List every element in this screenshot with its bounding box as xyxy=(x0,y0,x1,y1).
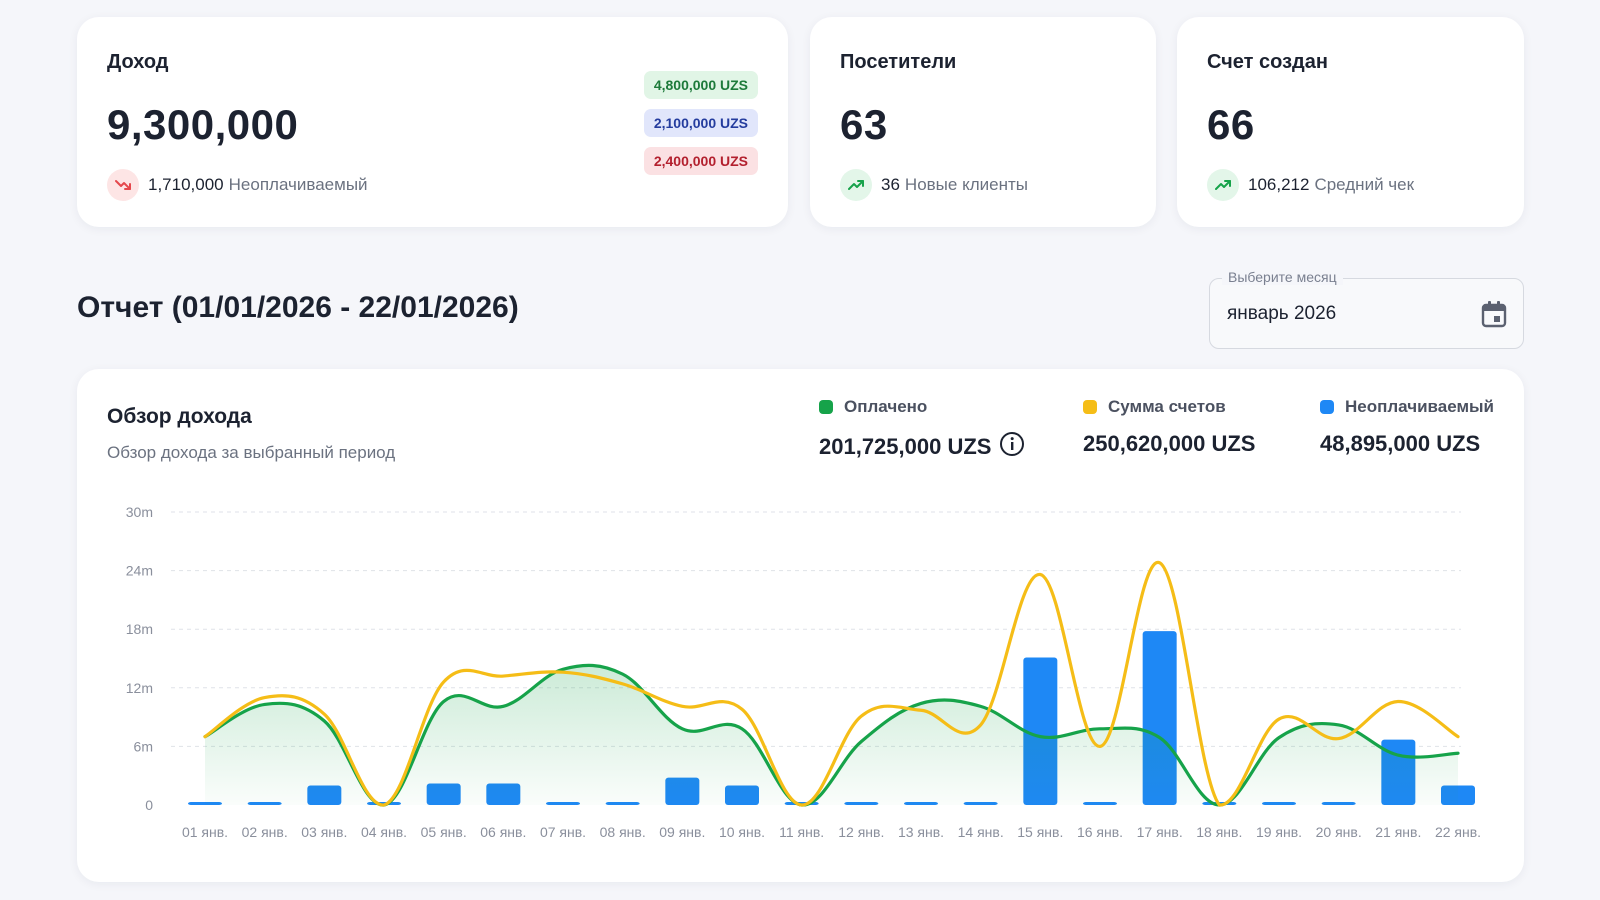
income-card-value: 9,300,000 xyxy=(107,101,299,148)
legend-paid: Оплачено 201,725,000 UZS xyxy=(819,397,1025,463)
x-tick-label: 15 янв. xyxy=(1017,824,1063,840)
legend-paid-value: 201,725,000 UZS xyxy=(819,434,992,459)
x-tick-label: 19 янв. xyxy=(1256,824,1302,840)
legend-paid-swatch xyxy=(819,400,833,414)
x-tick-label: 10 янв. xyxy=(719,824,765,840)
line-invoices xyxy=(203,561,1460,807)
income-unpaid-amount: 1,710,000 xyxy=(148,175,224,194)
new-clients-count: 36 xyxy=(881,175,900,194)
average-check-amount: 106,212 xyxy=(1248,175,1310,194)
income-breakdown: 4,800,000 UZS 2,100,000 UZS 2,400,000 UZ… xyxy=(643,71,758,175)
month-picker-label: Выберите месяц xyxy=(1222,269,1343,285)
x-tick-label: 16 янв. xyxy=(1077,824,1123,840)
legend-invoices-label: Сумма счетов xyxy=(1108,397,1226,416)
x-tick-label: 14 янв. xyxy=(958,824,1004,840)
y-tick-label: 12m xyxy=(126,680,153,696)
x-tick-label: 04 янв. xyxy=(361,824,407,840)
area-paid-fill xyxy=(205,665,1458,806)
income-card-sub: 1,710,000 Неоплачиваемый xyxy=(107,169,368,201)
month-picker-value[interactable]: январь 2026 xyxy=(1227,303,1337,324)
trend-up-icon xyxy=(1207,169,1239,201)
x-tick-label: 02 янв. xyxy=(242,824,288,840)
trend-up-icon xyxy=(840,169,872,201)
y-tick-label: 30m xyxy=(126,504,153,520)
overview-title: Обзор дохода xyxy=(107,405,252,428)
invoice-card: Счет создан 66 106,212 Средний чек xyxy=(1177,17,1524,227)
income-overview-card: Обзор дохода Обзор дохода за выбранный п… xyxy=(77,369,1524,882)
report-title: Отчет (01/01/2026 - 22/01/2026) xyxy=(77,291,519,324)
invoice-card-value: 66 xyxy=(1207,101,1255,148)
x-tick-label: 07 янв. xyxy=(540,824,586,840)
x-tick-label: 18 янв. xyxy=(1196,824,1242,840)
average-check-label: Средний чек xyxy=(1314,175,1415,194)
visitors-card-value: 63 xyxy=(840,101,888,148)
y-tick-label: 24m xyxy=(126,563,153,579)
income-chart: 0 6m 12m 18m 24m 30m 01 янв. 02 янв. 03 янв. 04 я… xyxy=(126,504,1481,840)
info-icon[interactable] xyxy=(999,431,1025,463)
x-tick-label: 22 янв. xyxy=(1435,824,1481,840)
x-tick-label: 06 янв. xyxy=(480,824,526,840)
y-tick-label: 6m xyxy=(134,738,153,754)
month-picker[interactable]: Выберите месяц январь 2026 xyxy=(1209,269,1524,349)
legend-invoices: Сумма счетов 250,620,000 UZS xyxy=(1083,397,1255,457)
visitors-card-sub: 36 Новые клиенты xyxy=(840,169,1028,201)
income-card-title: Доход xyxy=(107,51,169,73)
income-pill-green: 4,800,000 UZS xyxy=(643,71,758,99)
visitors-card-title: Посетители xyxy=(840,51,957,73)
x-tick-label: 08 янв. xyxy=(600,824,646,840)
x-tick-label: 20 янв. xyxy=(1316,824,1362,840)
x-tick-label: 11 янв. xyxy=(779,824,824,840)
overview-subtitle: Обзор дохода за выбранный период xyxy=(107,443,396,462)
x-tick-label: 13 янв. xyxy=(898,824,944,840)
invoice-card-title: Счет создан xyxy=(1207,51,1328,73)
income-pill-red: 2,400,000 UZS xyxy=(643,147,758,175)
x-tick-label: 05 янв. xyxy=(421,824,467,840)
trend-down-icon xyxy=(107,169,139,201)
income-pill-blue: 2,100,000 UZS xyxy=(643,109,758,137)
x-tick-label: 03 янв. xyxy=(301,824,347,840)
income-card: Доход 9,300,000 1,710,000 Неоплачиваемый… xyxy=(77,17,788,227)
legend-unpaid-label: Неоплачиваемый xyxy=(1345,397,1494,416)
visitors-card: Посетители 63 36 Новые клиенты xyxy=(810,17,1156,227)
legend-invoices-value: 250,620,000 UZS xyxy=(1083,431,1256,456)
x-tick-label: 01 янв. xyxy=(182,824,228,840)
x-tick-label: 12 янв. xyxy=(838,824,884,840)
income-unpaid-label: Неоплачиваемый xyxy=(228,175,368,194)
invoice-card-sub: 106,212 Средний чек xyxy=(1207,169,1414,201)
x-tick-label: 09 янв. xyxy=(659,824,705,840)
legend-unpaid-swatch xyxy=(1320,400,1334,414)
y-tick-label: 0 xyxy=(145,797,153,813)
legend-unpaid: Неоплачиваемый 48,895,000 UZS xyxy=(1320,397,1494,457)
calendar-icon[interactable] xyxy=(1481,300,1507,333)
legend-unpaid-value: 48,895,000 UZS xyxy=(1320,431,1481,456)
legend-invoices-swatch xyxy=(1083,400,1097,414)
x-tick-label: 17 янв. xyxy=(1137,824,1183,840)
y-tick-label: 18m xyxy=(126,621,153,637)
x-tick-label: 21 янв. xyxy=(1375,824,1421,840)
legend-paid-label: Оплачено xyxy=(844,397,928,416)
new-clients-label: Новые клиенты xyxy=(904,175,1028,194)
